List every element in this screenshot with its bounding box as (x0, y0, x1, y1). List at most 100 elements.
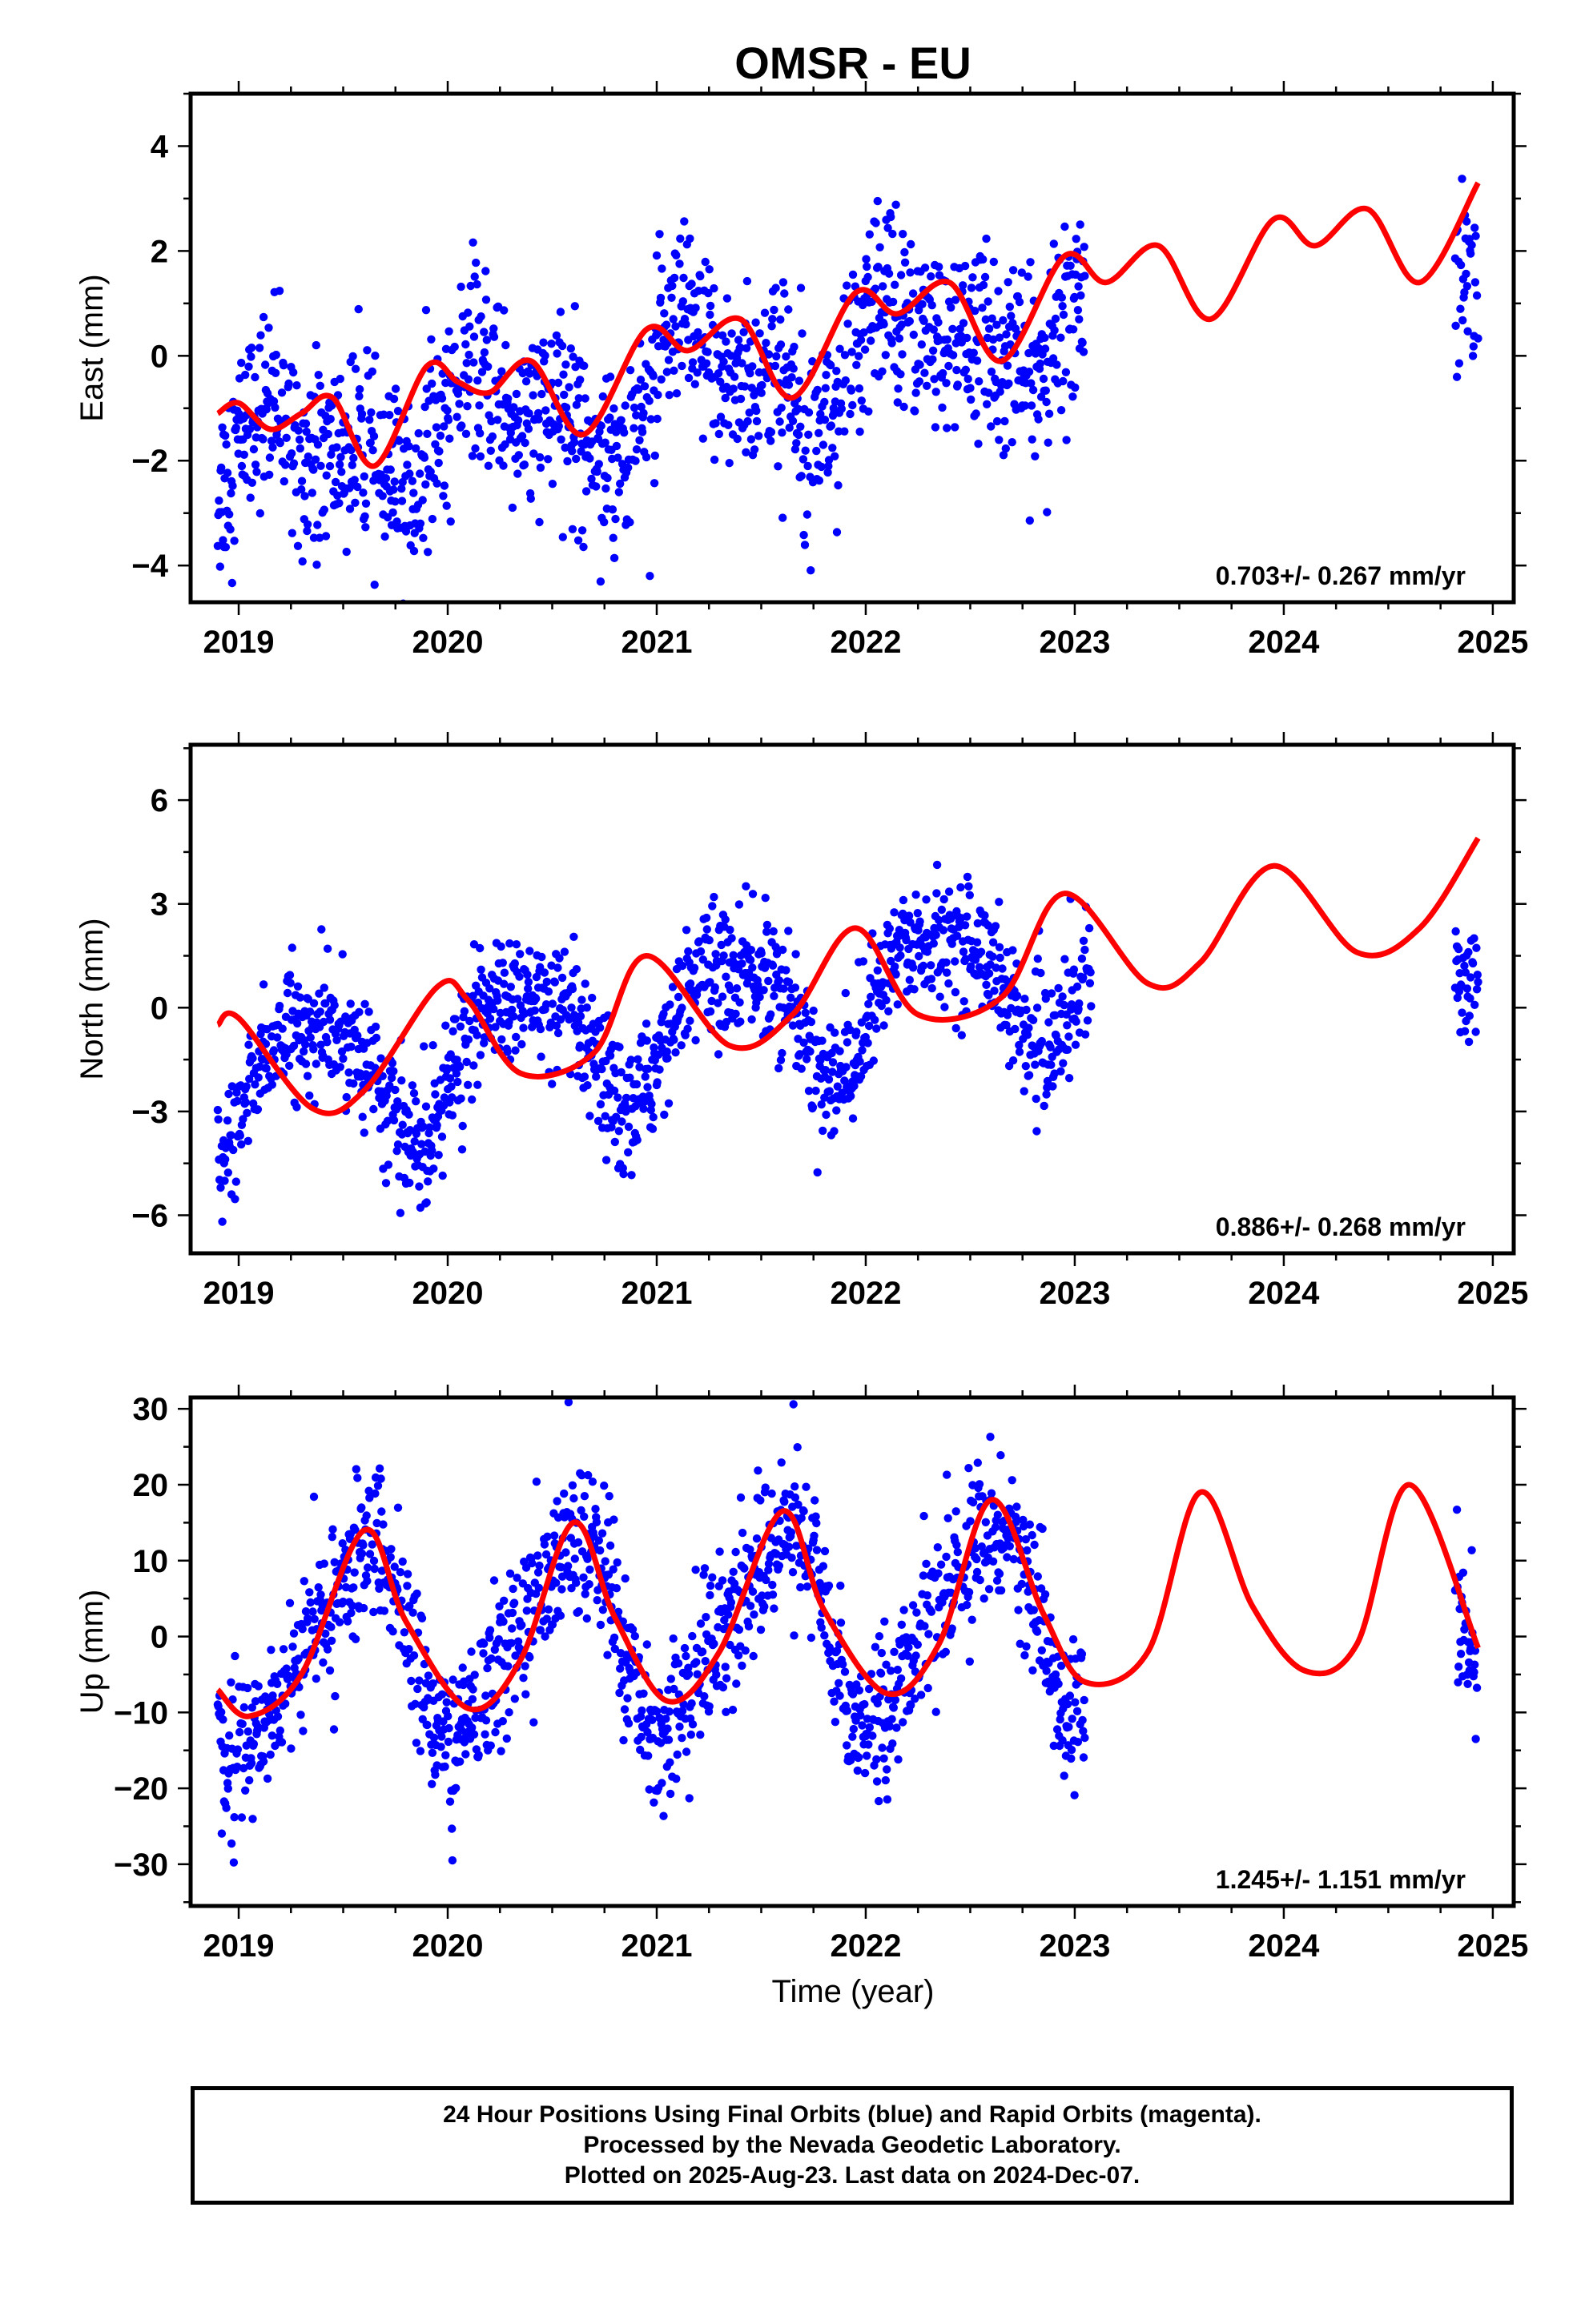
north-data-point (229, 1145, 238, 1155)
up-data-point (860, 1768, 870, 1778)
north-data-point (528, 1023, 537, 1031)
up-data-point (327, 1622, 336, 1631)
north-data-point (305, 1007, 315, 1016)
east-data-point (1008, 266, 1018, 275)
up-data-point (888, 1739, 897, 1748)
east-data-point (247, 344, 256, 352)
north-data-point (736, 1017, 745, 1026)
east-data-point (951, 423, 959, 432)
up-data-point (552, 1578, 561, 1587)
north-data-point (817, 1100, 826, 1109)
up-data-point (259, 1757, 268, 1766)
up-data-point (359, 1603, 368, 1613)
north-data-point (858, 1046, 867, 1055)
north-data-point (873, 966, 883, 975)
east-data-point (605, 413, 614, 422)
east-data-point (280, 476, 288, 486)
east-data-point (486, 446, 495, 455)
east-data-point (721, 393, 730, 403)
up-data-point (741, 1646, 750, 1655)
east-data-point (365, 416, 374, 424)
north-data-point (927, 983, 936, 993)
east-data-point (906, 268, 915, 277)
east-data-point (639, 408, 648, 418)
east-data-point (297, 476, 307, 485)
east-data-point (800, 541, 810, 549)
east-data-point (473, 376, 482, 385)
up-data-point (768, 1590, 778, 1599)
up-data-point (557, 1562, 565, 1572)
y-tick-label: 10 (133, 1544, 169, 1579)
east-data-point (288, 529, 296, 537)
up-data-point (253, 1723, 263, 1731)
east-data-point (476, 452, 485, 461)
up-data-point (557, 1585, 566, 1594)
east-data-point (322, 471, 331, 480)
east-data-point (859, 300, 867, 310)
east-data-point (632, 411, 641, 420)
up-data-point (398, 1557, 407, 1566)
up-data-point (848, 1690, 858, 1699)
up-data-point (770, 1604, 778, 1613)
up-data-point (445, 1723, 453, 1733)
east-data-point (840, 351, 850, 360)
east-data-point (808, 357, 817, 366)
north-data-point (372, 1033, 381, 1043)
north-data-point (822, 1110, 831, 1120)
up-data-point (705, 1702, 714, 1711)
north-data-point (747, 1015, 756, 1024)
up-data-point (732, 1679, 741, 1688)
panels-group: 2019 2020 2021 2022 2023 2024 2025−4−2024East … (74, 81, 1528, 1964)
north-data-point (678, 961, 687, 971)
north-data-point (627, 1171, 636, 1180)
up-data-point (1063, 1699, 1072, 1709)
up-data-point (919, 1511, 928, 1521)
up-data-point (585, 1580, 593, 1589)
east-data-point (560, 390, 569, 400)
up-data-point (878, 1743, 887, 1752)
east-data-point (457, 421, 466, 430)
east-data-point (521, 438, 529, 448)
east-data-point (426, 467, 435, 476)
east-data-point (943, 424, 951, 432)
up-data-point (481, 1730, 489, 1739)
east-data-point (918, 300, 927, 308)
east-data-point (719, 357, 728, 366)
up-data-point (541, 1632, 549, 1641)
north-data-point (268, 1080, 276, 1089)
up-data-point (883, 1795, 892, 1804)
north-data-point (465, 1016, 474, 1026)
up-data-point (529, 1718, 538, 1727)
north-data-point (341, 1012, 350, 1021)
x-axis-title: Time (year) (772, 1974, 935, 2009)
up-data-point (972, 1567, 982, 1577)
north-data-point (1085, 979, 1095, 988)
up-data-point (1470, 1667, 1478, 1677)
up-data-point (1052, 1725, 1062, 1734)
east-data-point (1026, 258, 1035, 267)
up-data-point (889, 1703, 899, 1712)
up-data-point (652, 1707, 662, 1716)
east-data-point (397, 485, 406, 493)
north-data-point (437, 1132, 447, 1141)
up-data-point (569, 1494, 578, 1503)
up-data-point (887, 1715, 896, 1723)
north-data-point (877, 1001, 887, 1011)
up-data-point (405, 1602, 414, 1610)
up-data-point (1056, 1661, 1066, 1671)
north-data-point (816, 1055, 825, 1065)
up-data-point (971, 1544, 980, 1553)
north-data-point (601, 1112, 609, 1121)
east-data-point (948, 324, 957, 333)
up-data-point (890, 1647, 899, 1656)
east-data-point (513, 469, 522, 478)
north-data-point (544, 987, 553, 996)
north-data-point (806, 1047, 815, 1056)
east-data-point (1073, 306, 1083, 315)
east-data-point (722, 337, 730, 346)
east-data-point (798, 329, 807, 338)
east-data-point (563, 456, 572, 466)
east-data-point (246, 493, 255, 502)
north-data-point (524, 978, 533, 987)
